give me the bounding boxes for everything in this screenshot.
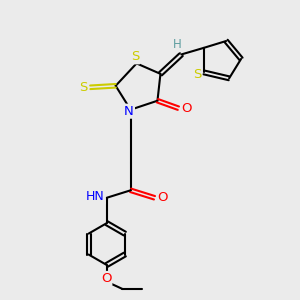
Text: O: O [182, 102, 192, 115]
Text: N: N [124, 105, 134, 118]
Text: O: O [158, 191, 168, 204]
Text: H: H [172, 38, 181, 51]
Text: O: O [101, 272, 111, 285]
Text: S: S [80, 81, 88, 94]
Text: HN: HN [86, 190, 105, 203]
Text: S: S [193, 68, 201, 81]
Text: S: S [131, 50, 139, 63]
